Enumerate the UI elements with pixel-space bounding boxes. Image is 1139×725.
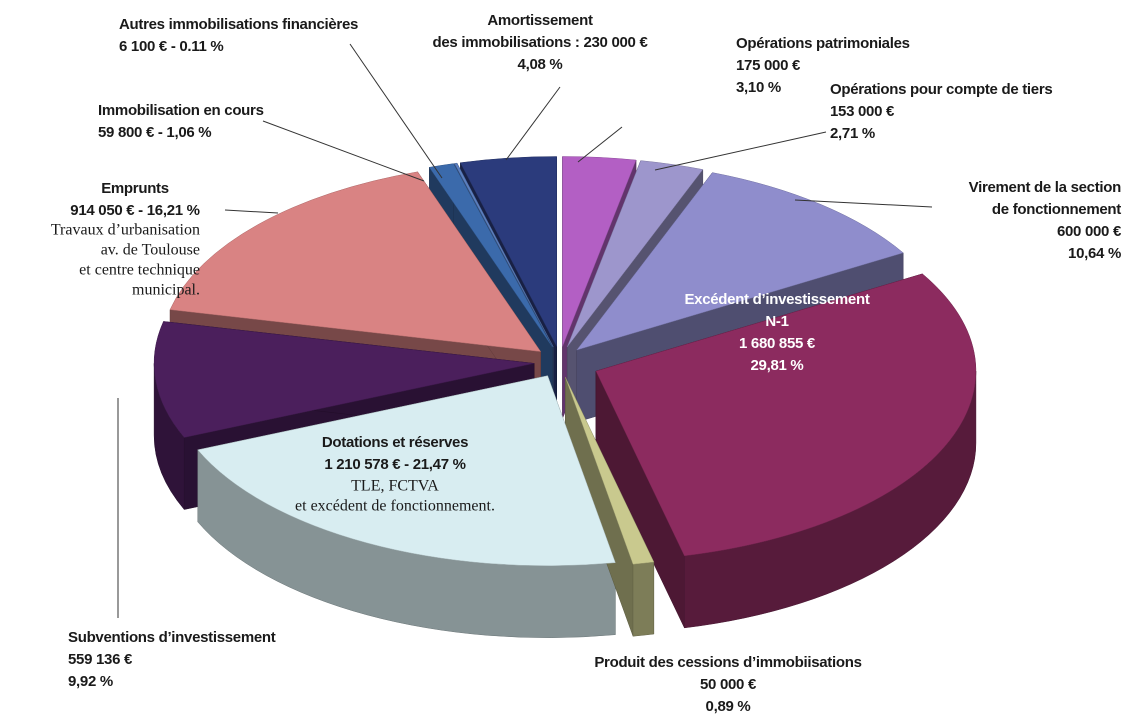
category-label: Amortissement — [487, 12, 593, 29]
amount-label: 230 000 € — [583, 34, 648, 51]
slice-label: 10,64 % — [1068, 245, 1121, 262]
category-label: Excédent d’investissement — [684, 291, 869, 308]
category-label: Emprunts — [101, 180, 169, 197]
slice-label: Virement de la section — [969, 179, 1121, 196]
slice-side — [632, 561, 655, 637]
leader-line — [577, 126, 623, 163]
category-label: Virement de la section — [969, 179, 1121, 196]
category-label: Produit des cessions d’immobiisations — [594, 654, 861, 671]
amount-label: 59 800 € - — [98, 124, 166, 141]
amount-label: 6 100 € - — [119, 38, 179, 55]
slice-label: Opérations pour compte de tiers — [830, 81, 1052, 98]
value-label: 2,71 % — [830, 125, 875, 142]
leader-line — [794, 199, 933, 208]
value-label: 4,08 % — [518, 56, 563, 73]
slice-label: des immobilisations : 230 000 € — [433, 34, 649, 51]
slice-label: Autres immobilisations financières — [119, 16, 358, 33]
slice — [153, 321, 535, 438]
amount-label: 153 000 € — [830, 103, 895, 120]
slice — [565, 377, 655, 565]
amount-label: 50 000 € — [700, 676, 757, 693]
slice-label: Opérations patrimoniales — [736, 35, 910, 52]
value-label: 9,92 % — [68, 673, 113, 690]
leader-line — [224, 209, 279, 214]
category-label: N-1 — [765, 313, 788, 330]
category-label: Subventions d’investissement — [68, 629, 276, 646]
amount-label: 1 680 855 € — [739, 335, 816, 352]
slice-label: 153 000 € — [830, 103, 895, 120]
slice-label: 559 136 € — [68, 651, 133, 668]
slice-label: 600 000 € — [1057, 223, 1122, 240]
value-label: 3,10 % — [736, 79, 781, 96]
slice-label: N-1 — [765, 313, 788, 330]
slice-label: Immobilisation en cours — [98, 102, 264, 119]
amount-label: 914 050 € - — [70, 202, 146, 219]
leader-line — [654, 131, 827, 171]
slice-label: 4,08 % — [518, 56, 563, 73]
slice-label: 6 100 € - 0.11 % — [119, 38, 223, 55]
slice — [169, 171, 542, 352]
slice — [566, 160, 704, 348]
slice-label: Amortissement — [487, 12, 593, 29]
category-label: Dotations et réserves — [322, 434, 468, 451]
leader-line — [349, 43, 443, 179]
slice — [562, 156, 637, 347]
category-label: des immobilisations : — [433, 34, 584, 51]
category-label: Opérations pour compte de tiers — [830, 81, 1052, 98]
slice — [428, 163, 553, 348]
amount-label: 1 210 578 € - — [324, 456, 412, 473]
note-label: Travaux d’urbanisation — [51, 222, 200, 239]
slice-label: 914 050 € - 16,21 % — [70, 202, 199, 219]
value-label: 16,21 % — [147, 202, 200, 219]
category-label: de fonctionnement — [992, 201, 1121, 218]
slice-label: 2,71 % — [830, 125, 875, 142]
value-label: 1,06 % — [166, 124, 211, 141]
slice — [576, 172, 904, 351]
slice-label: 59 800 € - 1,06 % — [98, 124, 211, 141]
slice-label: 50 000 € — [700, 676, 757, 693]
slice-label: Emprunts — [101, 180, 169, 197]
slice-label: 1 680 855 € — [739, 335, 816, 352]
value-label: 29,81 % — [751, 357, 804, 374]
slice — [595, 273, 977, 557]
slice-label: Dotations et réserves — [322, 434, 468, 451]
value-label: 21,47 % — [413, 456, 466, 473]
slice — [197, 375, 616, 566]
category-label: Opérations patrimoniales — [736, 35, 910, 52]
value-label: 10,64 % — [1068, 245, 1121, 262]
value-label: 0.11 % — [179, 38, 223, 55]
note-label: av. de Toulouse — [101, 242, 200, 259]
note-label: municipal. — [132, 282, 200, 299]
amount-label: 559 136 € — [68, 651, 133, 668]
note-label: TLE, FCTVA — [351, 478, 439, 495]
slice-label: 3,10 % — [736, 79, 781, 96]
slice-label: 175 000 € — [736, 57, 801, 74]
category-label: Immobilisation en cours — [98, 102, 264, 119]
amount-label: 175 000 € — [736, 57, 801, 74]
slice-label: 9,92 % — [68, 673, 113, 690]
slice — [459, 156, 557, 347]
slice-label: 1 210 578 € - 21,47 % — [324, 456, 465, 473]
slice-label: Produit des cessions d’immobiisations — [594, 654, 861, 671]
amount-label: 600 000 € — [1057, 223, 1122, 240]
note-label: et excédent de fonctionnement. — [295, 498, 495, 515]
slice-label: Subventions d’investissement — [68, 629, 276, 646]
slice-label: 0,89 % — [706, 698, 751, 715]
value-label: 0,89 % — [706, 698, 751, 715]
note-label: et centre technique — [79, 262, 200, 279]
leader-line — [505, 86, 561, 161]
leader-line — [262, 120, 425, 182]
slice — [454, 162, 554, 348]
category-label: Autres immobilisations financières — [119, 16, 358, 33]
slice-label: Excédent d’investissement — [684, 291, 869, 308]
slice-label: de fonctionnement — [992, 201, 1121, 218]
slice-label: 29,81 % — [751, 357, 804, 374]
